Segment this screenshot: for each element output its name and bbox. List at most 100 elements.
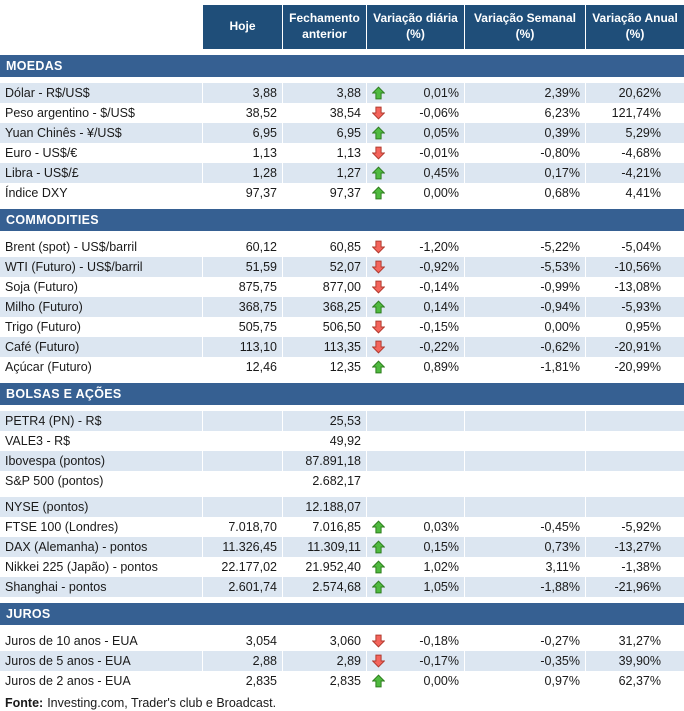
up-arrow-icon (372, 580, 385, 594)
cell-variacao-semanal: 0,17% (464, 163, 585, 183)
daily-value: -0,92% (419, 260, 459, 274)
cell-variacao-semanal: 0,68% (464, 183, 585, 203)
cell-variacao-diaria: 0,45% (366, 163, 464, 183)
cell-fechamento-anterior: 1,13 (282, 143, 366, 163)
daily-value: 0,01% (423, 86, 459, 100)
cell-hoje: 22.177,02 (202, 557, 282, 577)
daily-value: 0,00% (423, 674, 459, 688)
cell-hoje: 1,13 (202, 143, 282, 163)
cell-fechamento-anterior: 113,35 (282, 337, 366, 357)
cell-variacao-anual: -5,04% (585, 237, 684, 257)
up-arrow-icon (372, 300, 385, 314)
cell-variacao-diaria: 0,89% (366, 357, 464, 377)
cell-variacao-anual: -13,08% (585, 277, 684, 297)
cell-variacao-diaria: -1,20% (366, 237, 464, 257)
cell-fechamento-anterior: 3,88 (282, 83, 366, 103)
section-header: MOEDAS (0, 55, 684, 77)
up-arrow-icon (372, 540, 385, 554)
table-row: Shanghai - pontos 2.601,74 2.574,68 1,05… (0, 577, 684, 597)
cell-fechamento-anterior: 2,835 (282, 671, 366, 691)
cell-variacao-semanal: 6,23% (464, 103, 585, 123)
cell-variacao-semanal: 2,39% (464, 83, 585, 103)
cell-variacao-anual (585, 431, 684, 451)
cell-fechamento-anterior: 87.891,18 (282, 451, 366, 471)
cell-hoje (202, 451, 282, 471)
row-label: Ibovespa (pontos) (0, 451, 202, 471)
daily-value: 1,02% (423, 560, 459, 574)
col-header-variacao-anual: Variação Anual (%) (585, 5, 684, 49)
table-row: Índice DXY 97,37 97,37 0,00% 0,68% 4,41% (0, 183, 684, 203)
table-row: Peso argentino - $/US$ 38,52 38,54 -0,06… (0, 103, 684, 123)
cell-fechamento-anterior: 60,85 (282, 237, 366, 257)
row-label: NYSE (pontos) (0, 497, 202, 517)
table-row: Açúcar (Futuro) 12,46 12,35 0,89% -1,81%… (0, 357, 684, 377)
row-label: Juros de 5 anos - EUA (0, 651, 202, 671)
cell-hoje: 51,59 (202, 257, 282, 277)
cell-variacao-semanal: -0,35% (464, 651, 585, 671)
up-arrow-icon (372, 166, 385, 180)
table-row: Yuan Chinês - ¥/US$ 6,95 6,95 0,05% 0,39… (0, 123, 684, 143)
table-row: NYSE (pontos) 12.188,07 (0, 497, 684, 517)
cell-fechamento-anterior: 877,00 (282, 277, 366, 297)
cell-variacao-anual: -4,21% (585, 163, 684, 183)
cell-variacao-diaria: 0,03% (366, 517, 464, 537)
up-arrow-icon (372, 186, 385, 200)
daily-value: 0,15% (423, 540, 459, 554)
cell-fechamento-anterior: 12,35 (282, 357, 366, 377)
section-header: JUROS (0, 603, 684, 625)
cell-fechamento-anterior: 21.952,40 (282, 557, 366, 577)
down-arrow-icon (372, 240, 385, 254)
table-row: Brent (spot) - US$/barril 60,12 60,85 -1… (0, 237, 684, 257)
cell-variacao-semanal: -0,99% (464, 277, 585, 297)
cell-hoje: 97,37 (202, 183, 282, 203)
down-arrow-icon (372, 634, 385, 648)
row-label: PETR4 (PN) - R$ (0, 411, 202, 431)
cell-variacao-diaria (366, 451, 464, 471)
row-label: Brent (spot) - US$/barril (5, 240, 137, 254)
cell-variacao-anual: -1,38% (585, 557, 684, 577)
cell-variacao-diaria: -0,17% (366, 651, 464, 671)
cell-variacao-semanal: 0,39% (464, 123, 585, 143)
row-label: VALE3 - R$ (5, 434, 71, 448)
table-row: Trigo (Futuro) 505,75 506,50 -0,15% 0,00… (0, 317, 684, 337)
row-label: Juros de 2 anos - EUA (5, 674, 131, 688)
daily-value: -0,17% (419, 654, 459, 668)
cell-hoje: 2.601,74 (202, 577, 282, 597)
cell-variacao-anual: -5,92% (585, 517, 684, 537)
cell-variacao-semanal (464, 431, 585, 451)
source-label: Fonte: (5, 696, 44, 710)
table-row: Juros de 2 anos - EUA 2,835 2,835 0,00% … (0, 671, 684, 691)
cell-variacao-diaria: 1,02% (366, 557, 464, 577)
cell-fechamento-anterior: 52,07 (282, 257, 366, 277)
down-arrow-icon (372, 340, 385, 354)
cell-hoje (202, 431, 282, 451)
cell-variacao-semanal: -1,81% (464, 357, 585, 377)
daily-value: -1,20% (419, 240, 459, 254)
daily-value: 1,05% (423, 580, 459, 594)
cell-variacao-semanal (464, 451, 585, 471)
cell-fechamento-anterior: 1,27 (282, 163, 366, 183)
row-label: DAX (Alemanha) - pontos (0, 537, 202, 557)
cell-variacao-semanal: 3,11% (464, 557, 585, 577)
cell-fechamento-anterior: 97,37 (282, 183, 366, 203)
table-row: Juros de 10 anos - EUA 3,054 3,060 -0,18… (0, 631, 684, 651)
daily-value: -0,14% (419, 280, 459, 294)
table-row: Ibovespa (pontos) 87.891,18 (0, 451, 684, 471)
table-row: Soja (Futuro) 875,75 877,00 -0,14% -0,99… (0, 277, 684, 297)
cell-hoje: 6,95 (202, 123, 282, 143)
cell-variacao-semanal: 0,97% (464, 671, 585, 691)
cell-hoje (202, 497, 282, 517)
cell-variacao-diaria: 1,05% (366, 577, 464, 597)
cell-variacao-semanal (464, 411, 585, 431)
cell-variacao-diaria (366, 497, 464, 517)
cell-fechamento-anterior: 506,50 (282, 317, 366, 337)
up-arrow-icon (372, 360, 385, 374)
cell-hoje: 113,10 (202, 337, 282, 357)
row-label: Shanghai - pontos (0, 577, 202, 597)
cell-hoje (202, 411, 282, 431)
section-header: COMMODITIES (0, 209, 684, 231)
cell-variacao-anual: -21,96% (585, 577, 684, 597)
cell-variacao-anual: 20,62% (585, 83, 684, 103)
daily-value: -0,15% (419, 320, 459, 334)
table-row: DAX (Alemanha) - pontos 11.326,45 11.309… (0, 537, 684, 557)
